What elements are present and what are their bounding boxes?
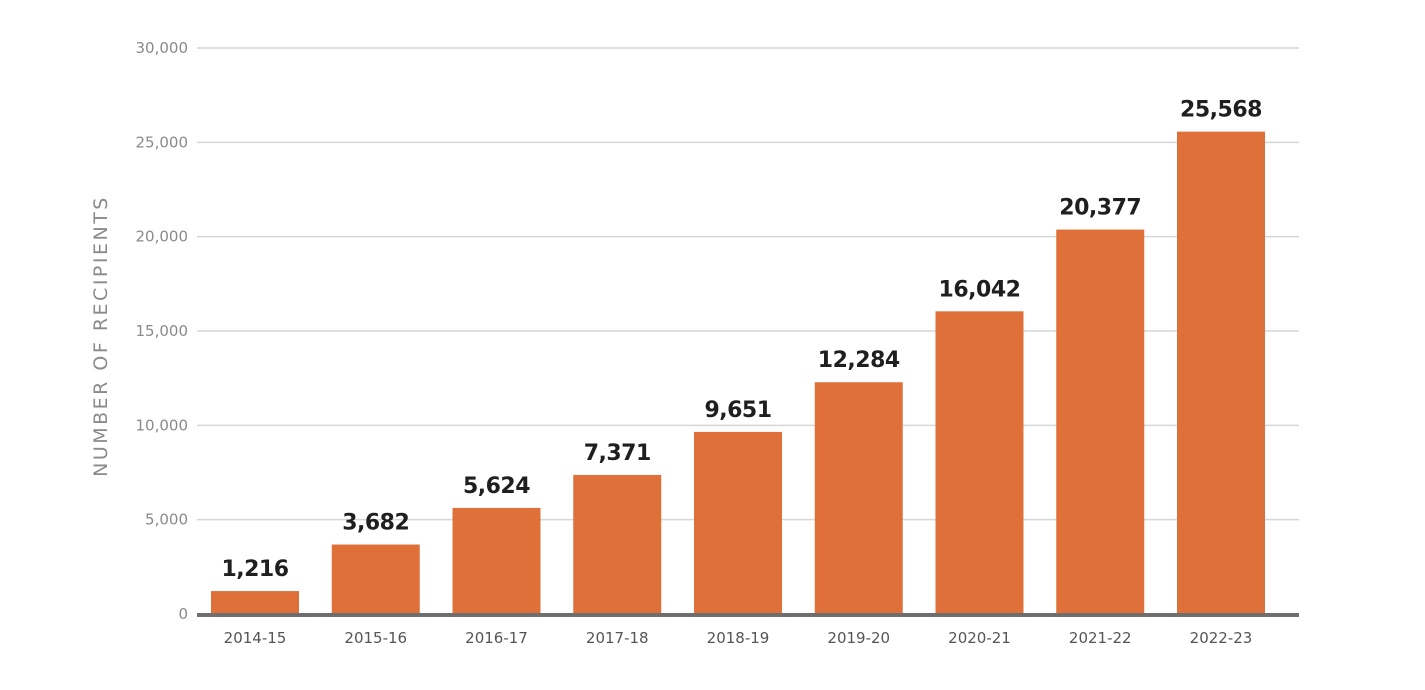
x-tick-label: 2020-21	[948, 629, 1011, 647]
data-label: 1,216	[221, 557, 288, 582]
bar	[935, 311, 1024, 614]
data-label: 16,042	[939, 277, 1021, 302]
x-tick-label: 2017-18	[586, 629, 649, 647]
x-tick-label: 2021-22	[1069, 629, 1132, 647]
data-label: 5,624	[463, 474, 530, 499]
data-label: 25,568	[1180, 98, 1262, 123]
bars	[211, 131, 1265, 614]
y-tick-label: 0	[178, 605, 188, 623]
y-tick-label: 25,000	[136, 133, 189, 151]
bar	[694, 431, 782, 614]
x-tick-label: 2019-20	[827, 629, 890, 647]
x-tick-label: 2016-17	[465, 629, 528, 647]
data-label: 3,682	[342, 511, 409, 536]
y-tick-label: 30,000	[136, 39, 189, 57]
data-labels: 1,216 3,682 5,624 7,371 9,651 12,284 16,042 20,…	[221, 98, 1262, 582]
data-label: 12,284	[818, 348, 900, 373]
x-tick-label: 2015-16	[344, 629, 407, 647]
y-axis-tick-labels: 0 5,000 10,000 15,000 20,000 25,000 30,000	[136, 39, 189, 623]
y-tick-label: 20,000	[136, 228, 189, 246]
bar	[211, 591, 299, 614]
y-tick-label: 10,000	[136, 416, 189, 434]
bar	[573, 474, 662, 614]
bar	[1056, 229, 1145, 614]
y-axis-title: NUMBER OF RECIPIENTS	[90, 195, 112, 477]
x-axis-category-labels: 2014-15 2015-16 2016-17 2017-18 2018-19 2019-…	[224, 629, 1253, 647]
bar	[1177, 131, 1265, 614]
data-label: 20,377	[1059, 196, 1141, 221]
bar	[452, 507, 541, 614]
data-label: 9,651	[704, 398, 771, 423]
y-tick-label: 15,000	[136, 322, 189, 340]
x-tick-label: 2014-15	[224, 629, 287, 647]
bar	[331, 544, 420, 614]
y-tick-label: 5,000	[145, 511, 188, 529]
x-tick-label: 2022-23	[1190, 629, 1253, 647]
data-label: 7,371	[584, 441, 651, 466]
x-tick-label: 2018-19	[707, 629, 770, 647]
bar	[814, 382, 903, 614]
